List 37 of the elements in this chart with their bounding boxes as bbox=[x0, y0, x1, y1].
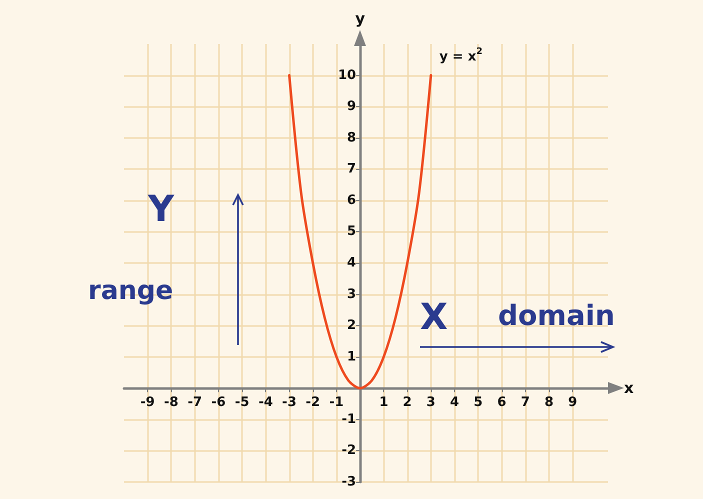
x-tick-label: -2 bbox=[306, 395, 320, 410]
annotation: domain bbox=[498, 299, 615, 332]
y-tick-label: 4 bbox=[347, 256, 356, 270]
y-axis-title: y bbox=[355, 10, 366, 28]
y-tick-label: -1 bbox=[342, 412, 356, 427]
x-tick-label: 7 bbox=[520, 395, 530, 410]
x-tick-label: 5 bbox=[474, 395, 483, 410]
x-tick-label: 1 bbox=[379, 395, 388, 410]
y-tick-label: -2 bbox=[342, 443, 356, 458]
x-tick-label: -4 bbox=[258, 395, 273, 410]
annotation: X bbox=[420, 297, 448, 338]
x-tick-label: 4 bbox=[450, 395, 460, 410]
y-tick-label: 6 bbox=[347, 192, 356, 208]
y-tick-label: 1 bbox=[347, 349, 356, 364]
x-tick-label: -5 bbox=[234, 395, 250, 410]
x-tick-label: 3 bbox=[426, 395, 436, 410]
x-tick-label: 2 bbox=[402, 395, 412, 410]
x-tick-label: -3 bbox=[282, 395, 296, 410]
y-tick-label: 9 bbox=[347, 99, 356, 114]
annotation: range bbox=[88, 276, 174, 306]
x-tick-label: -8 bbox=[164, 395, 178, 410]
y-tick-label: 8 bbox=[347, 130, 356, 146]
y-tick-label: 10 bbox=[338, 68, 356, 83]
y-tick-label: 5 bbox=[347, 224, 356, 240]
x-tick-label: -6 bbox=[211, 395, 226, 410]
x-tick-label: 6 bbox=[497, 395, 506, 410]
annotation: Y bbox=[148, 189, 174, 230]
x-tick-label: -1 bbox=[329, 395, 344, 410]
y-tick-label: 3 bbox=[347, 286, 356, 302]
y-tick-label: -3 bbox=[342, 474, 356, 490]
y-tick-label: 2 bbox=[347, 318, 356, 334]
x-tick-label: 8 bbox=[544, 395, 554, 410]
y-tick-label: 7 bbox=[347, 162, 356, 177]
x-axis-title: x bbox=[624, 379, 634, 398]
x-tick-label: -9 bbox=[140, 395, 155, 410]
x-tick-label: -7 bbox=[188, 395, 202, 410]
x-tick-label: 9 bbox=[568, 395, 578, 410]
